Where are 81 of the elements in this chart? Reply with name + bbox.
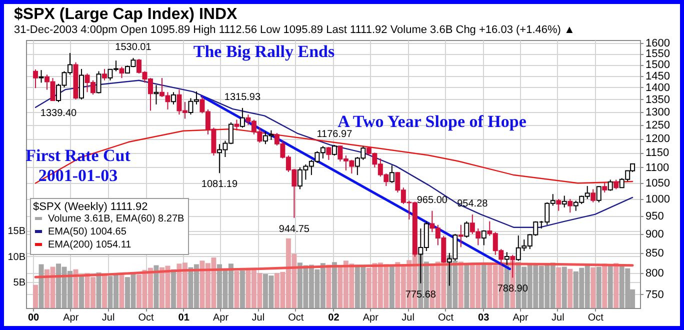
legend-label: EMA(200) 1054.11 — [48, 240, 132, 250]
candlestick — [154, 84, 159, 105]
x-tick-label: Jul — [252, 312, 265, 324]
annotation: 1176.97 — [316, 128, 353, 140]
x-tick-label: Oct — [588, 312, 604, 324]
y-tick-label: 1550 — [646, 48, 670, 60]
y-tick-label: 1400 — [646, 82, 670, 94]
annotation: 775.68 — [405, 289, 436, 300]
candlestick — [590, 188, 596, 203]
y-tick-label: 1250 — [646, 119, 670, 132]
chart-title: $SPX (Large Cap Index) INDX — [14, 6, 238, 24]
candlestick — [33, 68, 38, 89]
chart-subtitle: 31-Dec-2003 4:00pm Open 1095.89 High 1112.56 Low 1095.89 Last 1111.92 Volume 3.6B Chg +16.03 (+1.46%) ▲ — [14, 24, 575, 36]
y-tick-label: 1200 — [646, 133, 670, 146]
x-tick-label: 02 — [328, 312, 340, 324]
line-series — [34, 262, 634, 278]
annotation: 1081.19 — [201, 179, 238, 190]
y-tick-label: 850 — [646, 247, 664, 260]
x-tick-label: Oct — [138, 312, 154, 324]
candlestick — [614, 179, 619, 190]
y-tick-label: 950 — [646, 210, 664, 223]
y-tick-label: 1150 — [646, 147, 670, 160]
x-tick-label: 01 — [178, 312, 190, 324]
y2-tick-label: 10B — [8, 252, 26, 263]
candlestick — [79, 68, 84, 100]
y2-tick-label: 5B — [13, 278, 26, 289]
y-tick-label: 1300 — [646, 106, 670, 118]
legend-label: EMA(50) 1004.65 — [48, 226, 127, 238]
candlestick — [119, 66, 124, 79]
x-tick-label: Oct — [438, 312, 454, 324]
candlestick — [596, 186, 602, 203]
candlestick — [38, 70, 44, 84]
candlestick — [170, 92, 176, 105]
y-tick-label: 1450 — [646, 70, 670, 82]
x-tick-label: 00 — [28, 312, 40, 324]
x-tick-label: Apr — [362, 312, 380, 324]
x-tick-label: Apr — [213, 312, 230, 324]
annotation: A Two Year Slope of Hope — [338, 112, 527, 131]
candlestick — [481, 230, 486, 246]
y-tick-label: 1600 — [646, 38, 670, 50]
candlestick — [568, 198, 573, 214]
candlestick — [102, 68, 107, 81]
y-tick-label: 1000 — [646, 194, 670, 206]
annotation: 944.75 — [278, 224, 310, 235]
candlestick — [96, 70, 102, 94]
candlestick — [458, 224, 464, 248]
candlestick — [602, 182, 608, 193]
y-tick-label: 900 — [646, 228, 664, 240]
legend-title: $SPX (Weekly) 1111.92 — [33, 201, 148, 213]
annotation: 1339.40 — [40, 108, 78, 120]
candlestick — [504, 252, 510, 266]
annotation: 788.90 — [497, 284, 528, 295]
y-tick-label: 1100 — [646, 162, 670, 174]
annotation: 965.00 — [416, 194, 448, 206]
candlestick — [556, 198, 562, 212]
annotation: 1530.01 — [115, 42, 152, 53]
candlestick — [234, 119, 240, 131]
y-tick-label: 1500 — [646, 59, 670, 72]
candlestick — [464, 220, 470, 238]
x-tick-label: Apr — [512, 312, 529, 324]
x-tick-label: 03 — [478, 312, 490, 324]
candlestick — [389, 164, 394, 184]
y-tick-label: 800 — [646, 268, 664, 280]
candlestick — [326, 146, 332, 160]
annotation: The Big Rally Ends — [193, 42, 335, 61]
x-tick-label: Apr — [63, 312, 80, 324]
candlestick — [332, 144, 337, 156]
candlestick — [240, 107, 245, 128]
y2-tick-label: 15B — [8, 226, 26, 238]
x-tick-label: Jul — [551, 312, 564, 324]
y-tick-label: 750 — [646, 288, 664, 301]
candlestick — [562, 195, 567, 208]
legend-label: Volume 3.61B, EMA(60) 8.27B — [48, 214, 185, 224]
annotation: 954.28 — [457, 198, 488, 210]
x-tick-label: Jul — [102, 312, 115, 324]
x-tick-label: Oct — [288, 312, 304, 324]
annotation: 1315.93 — [224, 92, 261, 103]
x-tick-label: Jul — [402, 312, 414, 324]
candlestick — [608, 179, 613, 192]
y-tick-label: 1350 — [646, 94, 670, 106]
y-tick-label: 1050 — [646, 177, 670, 190]
